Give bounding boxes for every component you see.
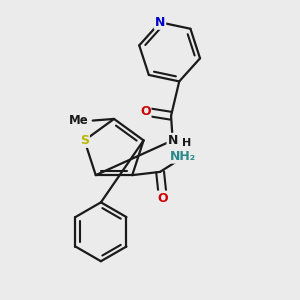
Text: H: H <box>182 138 191 148</box>
Text: Me: Me <box>69 114 89 127</box>
Text: O: O <box>140 105 151 118</box>
Text: S: S <box>80 134 89 147</box>
Text: O: O <box>158 191 168 205</box>
Text: NH₂: NH₂ <box>170 150 196 163</box>
Text: N: N <box>167 134 178 147</box>
Text: N: N <box>155 16 165 29</box>
